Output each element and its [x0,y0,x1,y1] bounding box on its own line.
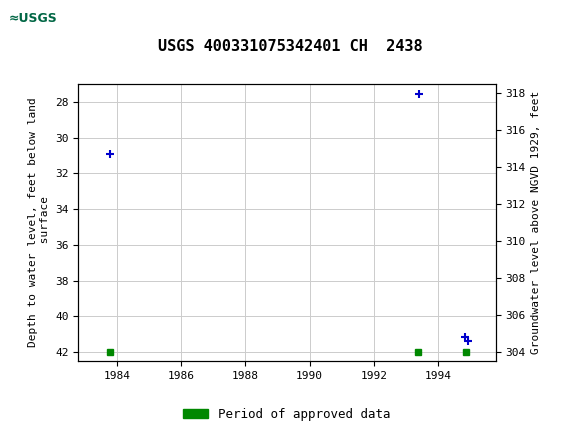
Legend: Period of approved data: Period of approved data [179,402,396,426]
Y-axis label: Groundwater level above NGVD 1929, feet: Groundwater level above NGVD 1929, feet [531,91,541,354]
Y-axis label: Depth to water level, feet below land
 surface: Depth to water level, feet below land su… [28,98,49,347]
Text: ≈USGS: ≈USGS [9,12,57,25]
Bar [6,3,81,33]
Text: USGS 400331075342401 CH  2438: USGS 400331075342401 CH 2438 [158,39,422,54]
